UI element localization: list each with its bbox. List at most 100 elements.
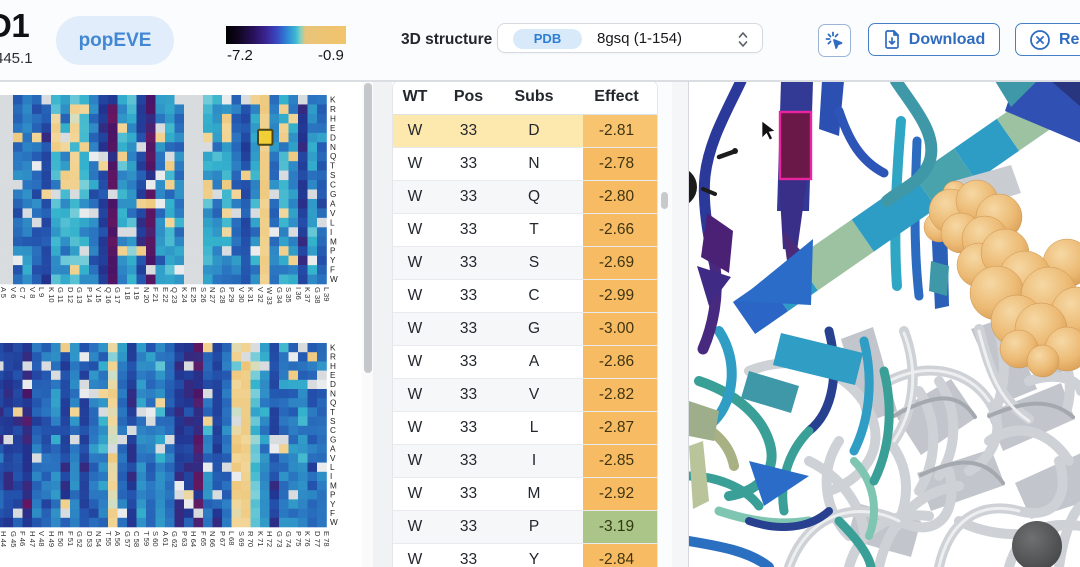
svg-text:H 44: H 44 (0, 531, 8, 547)
svg-text:G 73: G 73 (275, 531, 284, 547)
svg-text:T 55: T 55 (104, 531, 113, 546)
svg-text:N 20: N 20 (142, 287, 151, 303)
svg-text:N 54: N 54 (94, 531, 103, 547)
svg-text:K 71: K 71 (256, 531, 265, 547)
svg-text:V 8: V 8 (28, 287, 37, 298)
svg-text:H 47: H 47 (28, 531, 37, 547)
svg-text:K 37: K 37 (303, 287, 312, 303)
svg-text:Q 23: Q 23 (170, 287, 179, 303)
svg-text:F 65: F 65 (199, 531, 208, 546)
svg-text:P 14: P 14 (85, 287, 94, 302)
svg-text:P 63: P 63 (180, 531, 189, 546)
svg-text:C: C (330, 181, 336, 190)
svg-text:P: P (330, 247, 336, 256)
svg-text:L 9: L 9 (37, 287, 46, 297)
svg-text:I: I (330, 228, 332, 237)
svg-text:N: N (330, 389, 336, 398)
svg-text:Y: Y (330, 500, 336, 509)
svg-text:T: T (330, 162, 335, 171)
svg-text:N: N (330, 143, 336, 152)
svg-text:V 15: V 15 (94, 287, 103, 303)
svg-text:A: A (330, 445, 336, 454)
svg-text:M: M (330, 481, 337, 490)
svg-text:H: H (330, 362, 336, 371)
svg-text:V 30: V 30 (237, 287, 246, 303)
svg-text:E: E (330, 371, 336, 380)
svg-text:W 33: W 33 (265, 287, 274, 305)
svg-text:R: R (330, 353, 336, 362)
svg-text:F: F (330, 509, 335, 518)
svg-text:D 77: D 77 (313, 531, 322, 547)
svg-text:V 6: V 6 (9, 287, 18, 298)
svg-text:I 36: I 36 (294, 287, 303, 300)
svg-text:E 25: E 25 (189, 287, 198, 303)
svg-text:L 39: L 39 (322, 287, 331, 302)
svg-text:G: G (330, 435, 336, 444)
svg-text:F 21: F 21 (151, 287, 160, 302)
svg-text:K: K (330, 343, 336, 352)
svg-text:C: C (330, 426, 336, 435)
svg-text:Q: Q (330, 399, 336, 408)
svg-text:V 48: V 48 (37, 531, 46, 547)
svg-text:F 46: F 46 (18, 531, 27, 546)
svg-text:R 70: R 70 (246, 531, 255, 547)
svg-text:E 78: E 78 (322, 531, 331, 547)
svg-text:G 11: G 11 (56, 287, 65, 303)
svg-text:M: M (330, 237, 337, 246)
svg-text:H 72: H 72 (265, 531, 274, 547)
svg-text:C 7: C 7 (18, 287, 27, 299)
svg-text:Q: Q (330, 152, 336, 161)
svg-text:H 49: H 49 (47, 531, 56, 547)
svg-text:D: D (330, 133, 336, 142)
svg-text:G 34: G 34 (275, 287, 284, 303)
svg-text:G 45: G 45 (9, 531, 18, 547)
svg-text:V: V (330, 454, 336, 463)
svg-text:N 66: N 66 (208, 531, 217, 547)
svg-text:P 29: P 29 (227, 287, 236, 302)
svg-text:L: L (330, 218, 335, 227)
svg-text:Y: Y (330, 256, 336, 265)
svg-text:K: K (330, 96, 336, 105)
svg-text:Q 16: Q 16 (104, 287, 113, 303)
svg-text:I 19: I 19 (132, 287, 141, 300)
svg-text:G 62: G 62 (170, 531, 179, 547)
svg-text:G 52: G 52 (75, 531, 84, 547)
svg-text:E 22: E 22 (161, 287, 170, 303)
svg-text:A 5: A 5 (0, 287, 8, 298)
svg-text:I 18: I 18 (123, 287, 132, 300)
svg-text:V: V (330, 209, 336, 218)
svg-text:S 69: S 69 (237, 531, 246, 547)
svg-text:R: R (330, 105, 336, 114)
svg-text:D 53: D 53 (85, 531, 94, 547)
svg-text:K 31: K 31 (246, 287, 255, 303)
svg-text:K 24: K 24 (180, 287, 189, 303)
svg-text:K 10: K 10 (47, 287, 56, 303)
svg-text:H: H (330, 114, 336, 123)
svg-text:G 74: G 74 (284, 531, 293, 547)
svg-text:P 75: P 75 (294, 531, 303, 546)
svg-text:S 60: S 60 (151, 531, 160, 547)
svg-text:G: G (330, 190, 336, 199)
svg-text:D: D (330, 380, 336, 389)
svg-text:A: A (330, 200, 336, 209)
svg-text:F 51: F 51 (66, 531, 75, 546)
svg-text:N 27: N 27 (208, 287, 217, 303)
svg-text:F: F (330, 266, 335, 275)
svg-text:V 32: V 32 (256, 287, 265, 303)
svg-text:G 28: G 28 (218, 287, 227, 303)
svg-text:T: T (330, 408, 335, 417)
svg-text:I: I (330, 472, 332, 481)
svg-text:A 56: A 56 (113, 531, 122, 546)
svg-text:E 50: E 50 (56, 531, 65, 547)
svg-text:T 59: T 59 (142, 531, 151, 546)
svg-text:L: L (330, 463, 335, 472)
svg-text:L 68: L 68 (227, 531, 236, 546)
svg-text:S 35: S 35 (284, 287, 293, 303)
svg-text:S 26: S 26 (199, 287, 208, 303)
svg-text:K 76: K 76 (303, 531, 312, 547)
svg-text:E: E (330, 124, 336, 133)
svg-text:G 57: G 57 (123, 531, 132, 547)
svg-text:W: W (330, 518, 338, 527)
svg-text:D 12: D 12 (66, 287, 75, 303)
svg-text:S: S (330, 417, 336, 426)
